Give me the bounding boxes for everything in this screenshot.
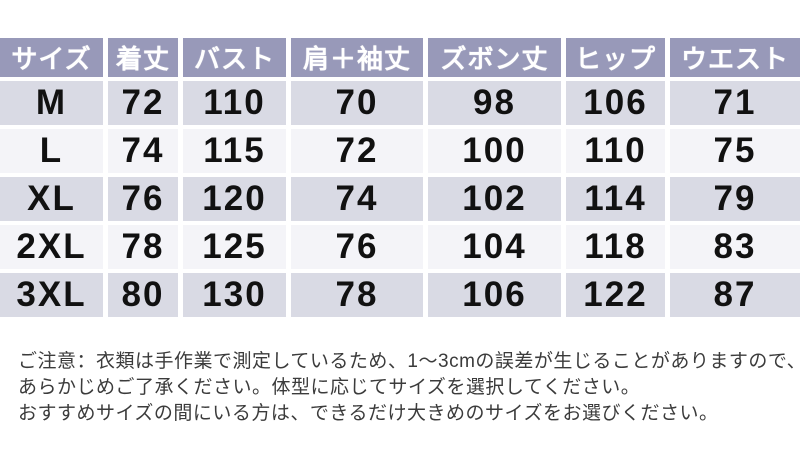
value-cell: 98 <box>428 81 561 125</box>
value-cell: 106 <box>428 273 561 317</box>
note-line-2: あらかじめご了承ください。体型に応じてサイズを選択してください。 <box>18 377 641 398</box>
value-cell: 72 <box>291 129 423 173</box>
measurement-notes: ご注意：衣類は手作業で測定しているため、1～3cmの誤差が生じることがありますの… <box>18 349 800 427</box>
value-cell: 75 <box>670 129 800 173</box>
value-cell: 76 <box>108 177 178 221</box>
header-cell-shoulder-sleeve: 肩＋袖丈 <box>291 38 423 77</box>
size-cell: M <box>0 81 103 125</box>
header-cell-bust: バスト <box>183 38 286 77</box>
note-line-3: おすすめサイズの間にいる方は、できるだけ大きめのサイズをお選びください。 <box>18 403 719 424</box>
value-cell: 70 <box>291 81 423 125</box>
size-cell: 3XL <box>0 273 103 317</box>
value-cell: 78 <box>291 273 423 317</box>
value-cell: 114 <box>566 177 665 221</box>
value-cell: 76 <box>291 225 423 269</box>
value-cell: 87 <box>670 273 800 317</box>
value-cell: 115 <box>183 129 286 173</box>
value-cell: 72 <box>108 81 178 125</box>
value-cell: 74 <box>108 129 178 173</box>
header-cell-waist: ウエスト <box>670 38 800 77</box>
value-cell: 79 <box>670 177 800 221</box>
value-cell: 106 <box>566 81 665 125</box>
value-cell: 122 <box>566 273 665 317</box>
value-cell: 100 <box>428 129 561 173</box>
value-cell: 78 <box>108 225 178 269</box>
value-cell: 104 <box>428 225 561 269</box>
value-cell: 110 <box>566 129 665 173</box>
size-cell: XL <box>0 177 103 221</box>
header-cell-length: 着丈 <box>108 38 178 77</box>
value-cell: 102 <box>428 177 561 221</box>
size-chart-table: サイズ 着丈 バスト 肩＋袖丈 ズボン丈 ヒップ ウエスト M 72 110 7… <box>0 38 800 317</box>
value-cell: 71 <box>670 81 800 125</box>
value-cell: 110 <box>183 81 286 125</box>
value-cell: 118 <box>566 225 665 269</box>
note-line-1: ご注意：衣類は手作業で測定しているため、1～3cmの誤差が生じることがありますの… <box>18 351 800 372</box>
value-cell: 130 <box>183 273 286 317</box>
value-cell: 80 <box>108 273 178 317</box>
size-cell: 2XL <box>0 225 103 269</box>
value-cell: 74 <box>291 177 423 221</box>
size-cell: L <box>0 129 103 173</box>
header-cell-pants-length: ズボン丈 <box>428 38 561 77</box>
value-cell: 83 <box>670 225 800 269</box>
value-cell: 125 <box>183 225 286 269</box>
header-cell-size: サイズ <box>0 38 103 77</box>
header-cell-hip: ヒップ <box>566 38 665 77</box>
value-cell: 120 <box>183 177 286 221</box>
